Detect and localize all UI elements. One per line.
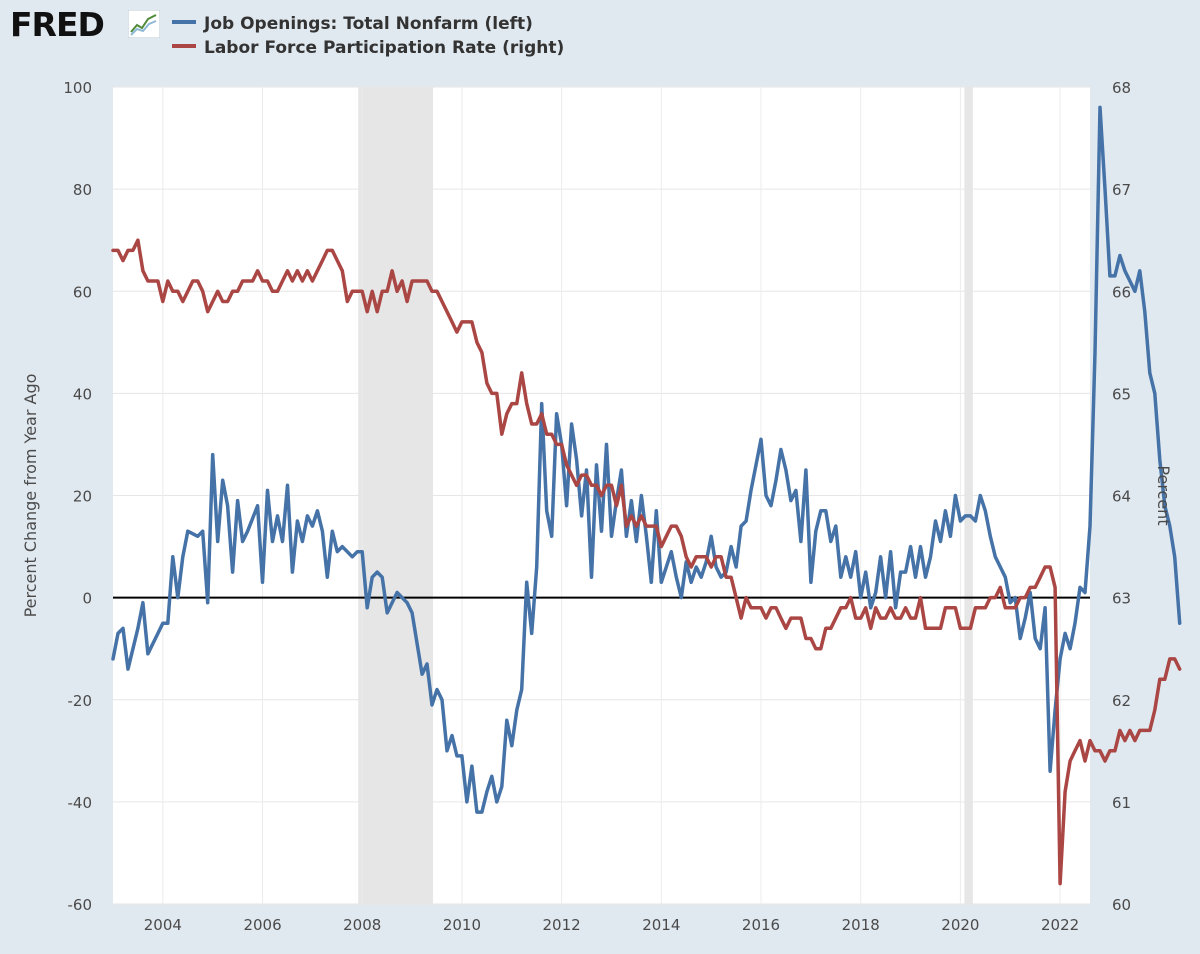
- y-right-tick-label: 62: [1112, 692, 1131, 710]
- series-line-job-openings: [111, 105, 1182, 814]
- x-tick-label: 2006: [243, 916, 281, 934]
- y-right-tick-label: 64: [1112, 488, 1131, 506]
- legend-label-job-openings: Job Openings: Total Nonfarm (left): [204, 14, 533, 34]
- x-tick-label: 2004: [144, 916, 182, 934]
- fred-logo[interactable]: FRED: [10, 5, 105, 44]
- x-tick-label: 2014: [642, 916, 680, 934]
- legend-item-participation-rate[interactable]: Labor Force Participation Rate (right): [172, 38, 564, 58]
- y-left-tick-label: 40: [73, 385, 92, 403]
- y-left-axis-label: Percent Change from Year Ago: [21, 374, 40, 618]
- y-left-tick-label: 0: [82, 590, 92, 608]
- y-left-tick-label: -20: [68, 692, 93, 710]
- x-tick-label: 2022: [1041, 916, 1079, 934]
- x-tick-label: 2018: [842, 916, 880, 934]
- y-right-tick-label: 66: [1112, 283, 1131, 301]
- y-right-tick-label: 68: [1112, 79, 1131, 97]
- y-left-tick-label: 100: [63, 79, 92, 97]
- y-left-tick-label: -40: [68, 794, 93, 812]
- y-left-tick-label: 60: [73, 283, 92, 301]
- y-left-tick-label: 20: [73, 488, 92, 506]
- y-right-axis-label: Percent: [1154, 465, 1173, 525]
- x-tick-label: 2010: [443, 916, 481, 934]
- series-line-participation-rate: [111, 238, 1182, 886]
- y-left-tick-label: 80: [73, 181, 92, 199]
- x-tick-label: 2012: [543, 916, 581, 934]
- y-right-tick-label: 65: [1112, 385, 1131, 403]
- x-tick-label: 2020: [941, 916, 979, 934]
- y-right-tick-label: 60: [1112, 896, 1131, 914]
- legend-swatch-blue: [172, 20, 196, 24]
- y-right-tick-label: 67: [1112, 181, 1131, 199]
- legend-item-job-openings[interactable]: Job Openings: Total Nonfarm (left): [172, 14, 533, 34]
- y-right-tick-label: 61: [1112, 794, 1131, 812]
- x-tick-label: 2008: [343, 916, 381, 934]
- logo-graph-icon: [128, 10, 160, 38]
- legend-swatch-red: [172, 44, 196, 48]
- y-right-tick-label: 63: [1112, 590, 1131, 608]
- chart-header: FRED Job Openings: Total Nonfarm (left) …: [0, 0, 1200, 70]
- y-left-tick-label: -60: [68, 896, 93, 914]
- legend-label-participation-rate: Labor Force Participation Rate (right): [204, 38, 565, 58]
- x-tick-label: 2016: [742, 916, 780, 934]
